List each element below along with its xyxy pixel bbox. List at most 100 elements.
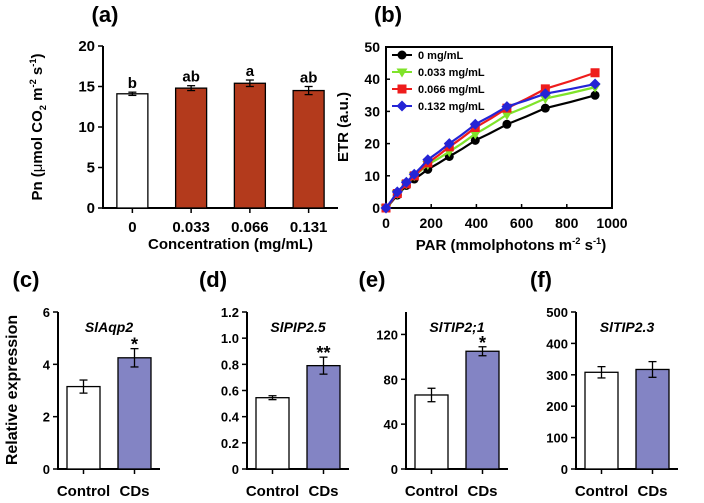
marker-diamond [589,78,601,90]
significance-label: a [246,63,255,80]
marker-triangle [501,111,513,121]
y-tick-label: 0 [43,462,50,477]
y-tick-label: 0.2 [221,436,239,451]
y-tick-label: 5 [87,160,95,177]
y-tick-label: 200 [546,399,568,414]
y-axis-title-part: μ [29,164,46,173]
category-label: CDs [467,483,497,500]
marker-square [397,84,407,94]
y-axis-title: Relative expression [4,315,21,465]
marker-triangle [469,130,481,140]
y-tick-label: 4 [43,357,51,372]
y-tick-label: 500 [546,305,568,320]
bar [233,82,267,209]
y-tick-label: 0.6 [221,384,239,399]
bar [414,394,449,470]
series-line [385,71,596,209]
bar [292,89,325,209]
panel-label: (d) [199,267,227,292]
marker-diamond [380,202,392,214]
category-label: 0.066 [231,219,269,236]
marker-diamond [469,118,481,130]
panel-label: (b) [374,2,402,27]
y-tick-label: 400 [546,336,568,351]
y-tick-label: 20 [364,136,380,152]
panel-label: (c) [13,267,40,292]
y-axis-title-part: ) [29,53,46,58]
marker-triangle [539,95,551,105]
panel-label: (f) [530,267,552,292]
category-label: Control [405,483,458,500]
y-axis-title-part: s [29,67,46,80]
legend-label: 0.033 mg/mL [418,67,485,79]
panel-label: (a) [92,2,119,27]
x-tick-label: 800 [555,215,579,231]
y-tick-label: 0 [87,200,95,217]
category-label: Control [57,483,110,500]
y-axis-title-part: m [29,88,46,106]
x-axis-title-part: -1 [593,236,601,246]
x-axis-title-part: PAR (mmolphotons m [416,237,572,254]
panel-label: (e) [359,267,386,292]
legend-label: 0.132 mg/mL [418,101,485,113]
bar [255,397,290,470]
category-label: CDs [308,483,338,500]
y-tick-label: 80 [384,372,398,387]
marker-diamond [400,176,412,188]
y-axis-title-part: -2 [28,79,38,87]
y-tick-label: 10 [364,168,380,184]
x-axis-title-part: ) [601,237,606,254]
bar [174,87,208,209]
significance-label: * [131,335,138,355]
bar [306,364,341,470]
marker-triangle [396,68,408,78]
y-tick-label: 30 [364,103,380,119]
bar [116,93,149,209]
significance-label: b [128,75,137,92]
y-tick-label: 15 [78,79,95,96]
marker-diamond [539,88,551,100]
y-axis-title-part: mol CO [29,110,46,164]
x-tick-label: 400 [465,215,489,231]
y-tick-label: 40 [364,71,380,87]
marker-diamond [443,138,455,150]
y-tick-label: 2 [43,410,50,425]
y-axis-title-part: -1 [28,58,38,66]
y-tick-label: 1.0 [221,331,239,346]
x-tick-label: 1000 [596,215,627,231]
y-axis-title: ETR (a.u.) [335,92,352,162]
y-tick-label: 0 [372,200,380,216]
y-tick-label: 100 [546,431,568,446]
marker-diamond [422,154,434,166]
x-axis-title: PAR (mmolphotons m-2 s-1) [416,236,606,254]
y-tick-label: 0 [561,462,568,477]
category-label: Control [575,483,628,500]
bar [584,371,619,470]
category-label: 0.131 [290,219,328,236]
bar [465,350,500,470]
significance-label: ab [182,69,200,86]
series-line [385,82,596,209]
y-tick-label: 50 [364,39,380,55]
category-label: Control [246,483,299,500]
y-tick-label: 0 [232,462,239,477]
y-axis-title-part: 2 [38,105,48,110]
y-tick-label: 10 [78,119,95,136]
gene-title: SlPIP2.5 [270,319,325,335]
x-axis-title-part: s [580,237,593,254]
y-tick-label: 120 [376,327,398,342]
bar [635,368,670,470]
series [381,90,600,213]
y-tick-label: 0.8 [221,357,239,372]
legend-label: 0.066 mg/mL [418,84,485,96]
marker-diamond [501,101,513,113]
y-tick-label: 40 [384,417,398,432]
significance-label: ab [300,70,318,87]
marker-circle [397,50,407,60]
category-label: CDs [119,483,149,500]
y-tick-label: 300 [546,368,568,383]
y-tick-label: 6 [43,305,50,320]
y-tick-label: 0 [391,462,398,477]
y-axis-title: Pn (μmol CO2 m-2 s-1) [28,53,48,200]
